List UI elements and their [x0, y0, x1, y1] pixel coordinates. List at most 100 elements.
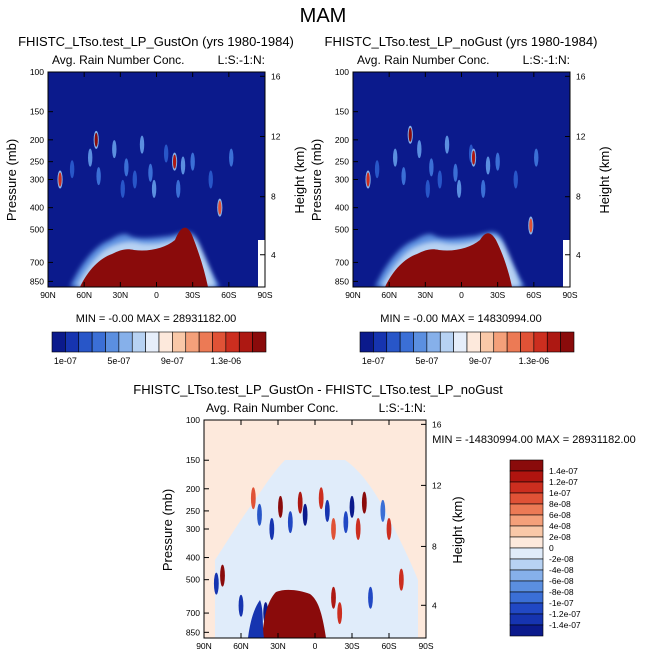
y-tick-label: 150	[186, 455, 200, 465]
panel-c-axes: 90N 60N 30N 0 30S 60S 90S 100 150 200 250 300 400 500…	[186, 415, 442, 651]
colorbar-swatch	[252, 331, 267, 353]
panel-a-blobs	[57, 130, 234, 217]
colorbar-swatch	[399, 331, 414, 353]
cloud-streak	[124, 158, 129, 177]
height-tick-label: 12	[576, 132, 586, 142]
colorbar-swatch	[560, 331, 575, 353]
colorbar-swatch	[509, 602, 544, 615]
colorbar-swatch	[509, 470, 544, 483]
y-tick-label: 500	[186, 575, 200, 585]
x-tick-label: 30N	[418, 290, 434, 300]
colorbar-tick-label: 6e-08	[549, 510, 571, 520]
colorbar-swatch	[509, 613, 544, 626]
colorbar-swatch	[546, 331, 561, 353]
cloud-core	[408, 127, 412, 142]
difference-streak	[318, 487, 324, 510]
y-tick-label: 400	[186, 553, 200, 563]
panel-b-ylabel: Pressure (mb)	[309, 139, 324, 221]
cloud-streak	[176, 179, 181, 198]
x-tick-label: 30N	[113, 290, 129, 300]
colorbar-tick-label: 5e-07	[107, 356, 130, 366]
panel-c-core-blue	[248, 600, 264, 638]
difference-streak	[324, 499, 330, 522]
colorbar-swatch	[359, 331, 374, 353]
cloud-streak	[456, 179, 462, 198]
y-tick-label: 300	[30, 175, 44, 185]
height-tick-label: 8	[432, 541, 437, 551]
panel-b-core	[385, 233, 512, 287]
cloud-streak	[208, 170, 213, 189]
colorbar-tick-label: 5e-07	[415, 356, 438, 366]
colorbar-swatch	[520, 331, 535, 353]
difference-streak	[213, 572, 219, 595]
colorbar-swatch	[145, 331, 160, 353]
colorbar-swatch	[509, 503, 544, 516]
cloud-streak	[69, 160, 75, 179]
panel-a-core	[80, 227, 208, 287]
colorbar-swatch	[373, 331, 388, 353]
x-tick-label: 0	[154, 290, 159, 300]
panel-a-missing-strip	[258, 240, 265, 287]
panel-b-colorbar: 1e-07 5e-07 9e-07 1.3e-06	[359, 331, 575, 366]
y-tick-label: 300	[335, 175, 349, 185]
colorbar-swatch	[509, 525, 544, 538]
cloud-core	[218, 200, 222, 215]
colorbar-tick-label: -1e-07	[549, 598, 574, 608]
colorbar-swatch	[158, 331, 173, 353]
colorbar-swatch	[509, 459, 544, 472]
x-tick-label: 0	[313, 641, 318, 651]
panel-c-title: FHISTC_LTso.test_LP_GustOn - FHISTC_LTso…	[133, 382, 503, 397]
difference-streak	[386, 518, 392, 540]
cloud-streak	[148, 163, 153, 182]
colorbar-tick-label: -4e-08	[549, 565, 574, 575]
panel-a-title: FHISTC_LTso.test_LP_GustOn (yrs 1980-198…	[18, 34, 294, 49]
cloud-core	[471, 150, 476, 165]
y-tick-label: 150	[335, 107, 349, 117]
height-tick-label: 4	[576, 250, 581, 260]
panel-b-missing-strip	[563, 240, 570, 287]
panel-a-plot	[48, 72, 265, 287]
difference-streak	[238, 594, 244, 617]
y-tick-label: 500	[335, 224, 349, 234]
cloud-streak	[444, 135, 450, 154]
colorbar-tick-label: 1.3e-06	[211, 356, 242, 366]
y-tick-label: 850	[186, 627, 200, 637]
cloud-streak	[374, 160, 380, 179]
difference-streak	[331, 518, 336, 540]
y-tick-label: 200	[335, 135, 349, 145]
panel-c-colorbar: 1.4e-071.2e-071e-078e-086e-084e-082e-080…	[509, 459, 581, 637]
colorbar-tick-label: 1e-07	[54, 356, 77, 366]
colorbar-swatch	[131, 331, 146, 353]
y-tick-label: 850	[30, 276, 44, 286]
cloud-streak	[429, 158, 434, 177]
y-tick-label: 700	[30, 257, 44, 267]
panel-a-ylabel: Pressure (mb)	[4, 139, 19, 221]
cloud-streak	[495, 152, 500, 171]
panel-b-plot	[353, 72, 570, 287]
panel-gust-on: FHISTC_LTso.test_LP_GustOn (yrs 1980-198…	[4, 34, 307, 366]
x-tick-label: 90N	[40, 290, 56, 300]
cloud-streak	[513, 170, 518, 189]
panel-a-stats: MIN = -0.00 MAX = 28931182.00	[76, 313, 237, 325]
y-tick-label: 250	[186, 506, 200, 516]
colorbar-tick-label: 0	[549, 543, 554, 553]
difference-streak	[331, 586, 336, 609]
x-tick-label: 90S	[418, 641, 433, 651]
x-tick-label: 90N	[196, 641, 212, 651]
y-tick-label: 400	[30, 203, 44, 213]
panel-c-ylabel-right: Height (km)	[450, 496, 465, 563]
panel-a-colorbar: 1e-07 5e-07 9e-07 1.3e-06	[51, 331, 267, 366]
cloud-streak	[120, 179, 125, 198]
cloud-core	[58, 172, 62, 187]
difference-streak	[337, 602, 343, 625]
y-tick-label: 850	[335, 276, 349, 286]
cloud-streak	[151, 179, 157, 198]
difference-streak	[368, 586, 373, 609]
colorbar-tick-label: 8e-08	[549, 499, 571, 509]
colorbar-swatch	[238, 331, 253, 353]
x-tick-label: 60N	[76, 290, 92, 300]
x-tick-label: 30S	[490, 290, 505, 300]
colorbar-swatch	[65, 331, 80, 353]
y-tick-label: 100	[335, 67, 349, 77]
